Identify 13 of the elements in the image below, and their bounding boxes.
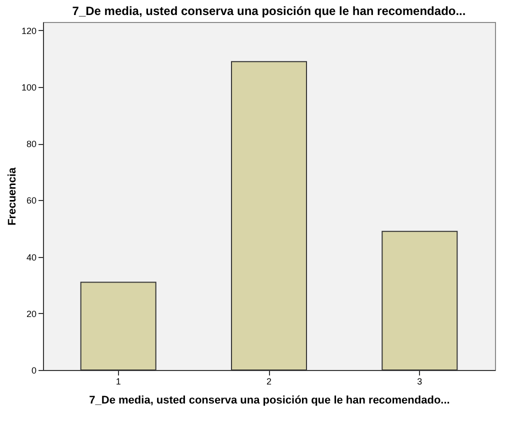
y-tick-label: 40	[26, 252, 36, 262]
chart-title: 7_De media, usted conserva una posición que le han recomendado...	[72, 4, 466, 18]
y-axis-title: Frecuencia	[6, 166, 18, 226]
x-tick-label: 3	[417, 376, 422, 386]
x-axis-title: 7_De media, usted conserva una posición que le han recomendado...	[89, 394, 450, 406]
y-tick-label: 100	[21, 82, 36, 93]
y-tick-label: 80	[26, 139, 36, 150]
x-tick-label: 2	[266, 376, 272, 386]
x-tick-label: 1	[116, 376, 121, 386]
y-tick-label: 60	[26, 196, 36, 206]
y-tick-label: 0	[31, 366, 36, 376]
y-tick-label: 20	[26, 308, 36, 319]
y-tick-label: 120	[21, 26, 36, 36]
